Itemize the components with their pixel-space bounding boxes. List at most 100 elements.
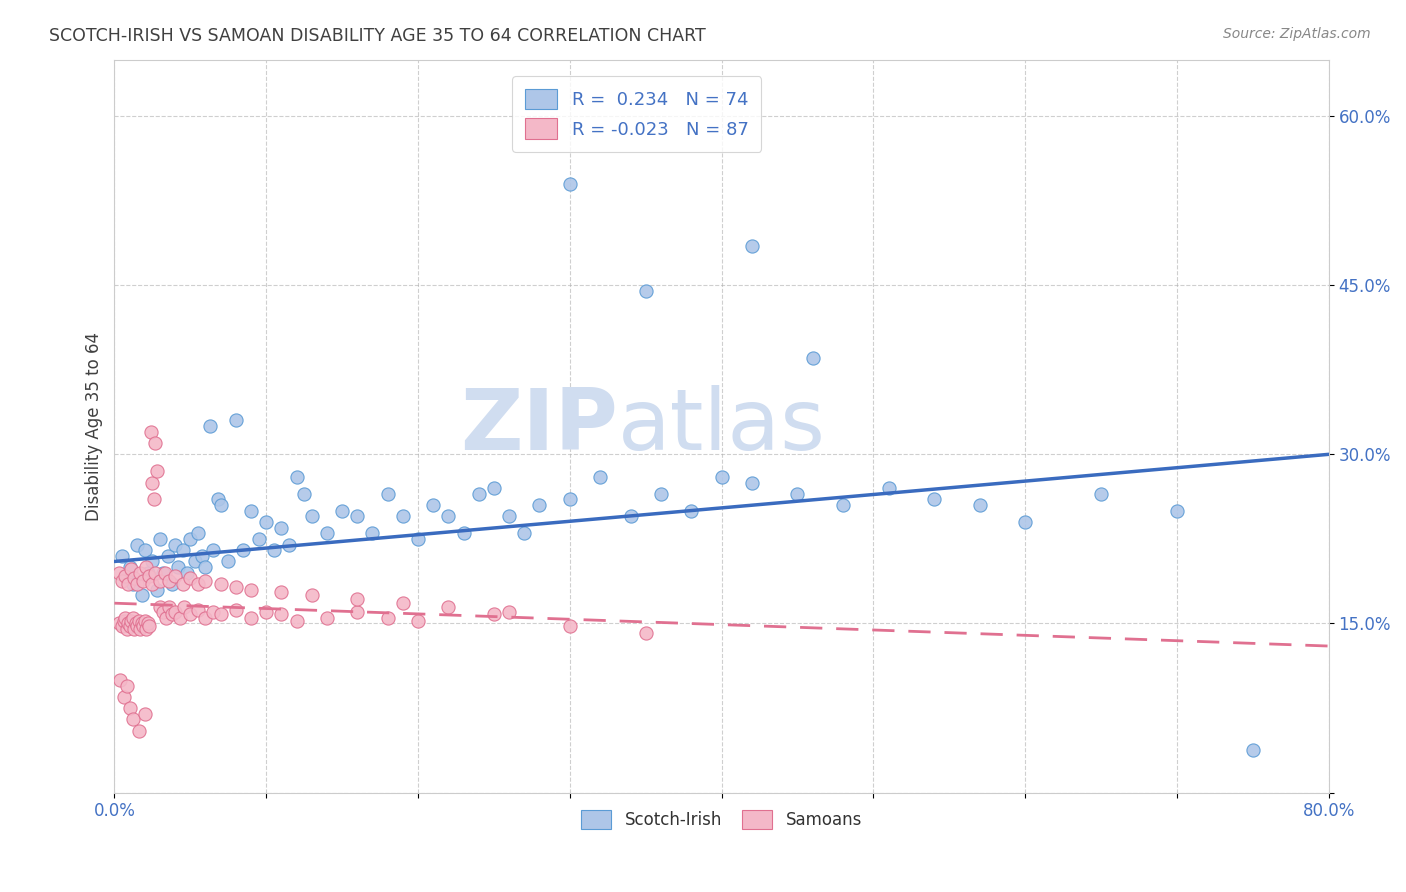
- Point: [152, 605, 174, 619]
- Point: [160, 577, 183, 591]
- Point: [149, 574, 172, 588]
- Point: [152, 566, 174, 580]
- Legend: Scotch-Irish, Samoans: Scotch-Irish, Samoans: [575, 803, 869, 836]
- Point: [179, 532, 201, 546]
- Point: [330, 504, 353, 518]
- Point: [194, 611, 217, 625]
- Point: [681, 504, 703, 518]
- Point: [136, 566, 159, 580]
- Point: [589, 470, 612, 484]
- Point: [112, 690, 135, 704]
- Point: [184, 554, 207, 568]
- Point: [437, 509, 460, 524]
- Point: [120, 562, 142, 576]
- Point: [134, 614, 156, 628]
- Point: [786, 487, 808, 501]
- Point: [131, 616, 153, 631]
- Point: [128, 723, 150, 738]
- Point: [138, 569, 160, 583]
- Point: [165, 569, 187, 583]
- Point: [710, 470, 733, 484]
- Point: [1014, 515, 1036, 529]
- Point: [301, 588, 323, 602]
- Point: [225, 603, 247, 617]
- Point: [187, 577, 209, 591]
- Point: [209, 577, 232, 591]
- Point: [247, 532, 270, 546]
- Point: [114, 611, 136, 625]
- Point: [498, 509, 520, 524]
- Point: [172, 543, 194, 558]
- Point: [121, 611, 143, 625]
- Point: [270, 585, 292, 599]
- Point: [346, 509, 368, 524]
- Point: [240, 582, 263, 597]
- Point: [187, 526, 209, 541]
- Point: [187, 603, 209, 617]
- Point: [467, 487, 489, 501]
- Point: [108, 566, 131, 580]
- Point: [136, 616, 159, 631]
- Point: [127, 619, 149, 633]
- Point: [406, 532, 429, 546]
- Point: [1090, 487, 1112, 501]
- Point: [138, 619, 160, 633]
- Point: [634, 625, 657, 640]
- Point: [482, 607, 505, 622]
- Point: [1166, 504, 1188, 518]
- Point: [114, 569, 136, 583]
- Point: [285, 614, 308, 628]
- Point: [316, 526, 339, 541]
- Point: [173, 599, 195, 614]
- Point: [157, 574, 180, 588]
- Point: [131, 588, 153, 602]
- Point: [207, 492, 229, 507]
- Point: [127, 537, 149, 551]
- Point: [1241, 743, 1264, 757]
- Point: [127, 577, 149, 591]
- Point: [270, 521, 292, 535]
- Point: [377, 487, 399, 501]
- Point: [134, 706, 156, 721]
- Point: [217, 554, 239, 568]
- Point: [453, 526, 475, 541]
- Point: [155, 611, 177, 625]
- Point: [129, 566, 152, 580]
- Point: [122, 622, 145, 636]
- Point: [558, 492, 581, 507]
- Point: [179, 607, 201, 622]
- Point: [146, 464, 169, 478]
- Point: [558, 619, 581, 633]
- Point: [285, 470, 308, 484]
- Y-axis label: Disability Age 35 to 64: Disability Age 35 to 64: [86, 332, 103, 521]
- Point: [121, 577, 143, 591]
- Point: [969, 498, 991, 512]
- Point: [115, 622, 138, 636]
- Point: [117, 616, 139, 631]
- Point: [139, 425, 162, 439]
- Point: [422, 498, 444, 512]
- Point: [801, 351, 824, 366]
- Point: [165, 605, 187, 619]
- Point: [142, 492, 165, 507]
- Point: [146, 582, 169, 597]
- Point: [169, 611, 191, 625]
- Point: [167, 560, 190, 574]
- Point: [132, 574, 155, 588]
- Point: [198, 419, 221, 434]
- Point: [225, 413, 247, 427]
- Point: [202, 605, 225, 619]
- Point: [301, 509, 323, 524]
- Point: [191, 549, 214, 563]
- Point: [145, 566, 167, 580]
- Point: [179, 571, 201, 585]
- Point: [124, 616, 146, 631]
- Point: [498, 605, 520, 619]
- Point: [202, 543, 225, 558]
- Point: [209, 498, 232, 512]
- Point: [149, 599, 172, 614]
- Point: [153, 566, 176, 580]
- Point: [513, 526, 536, 541]
- Point: [134, 543, 156, 558]
- Point: [240, 611, 263, 625]
